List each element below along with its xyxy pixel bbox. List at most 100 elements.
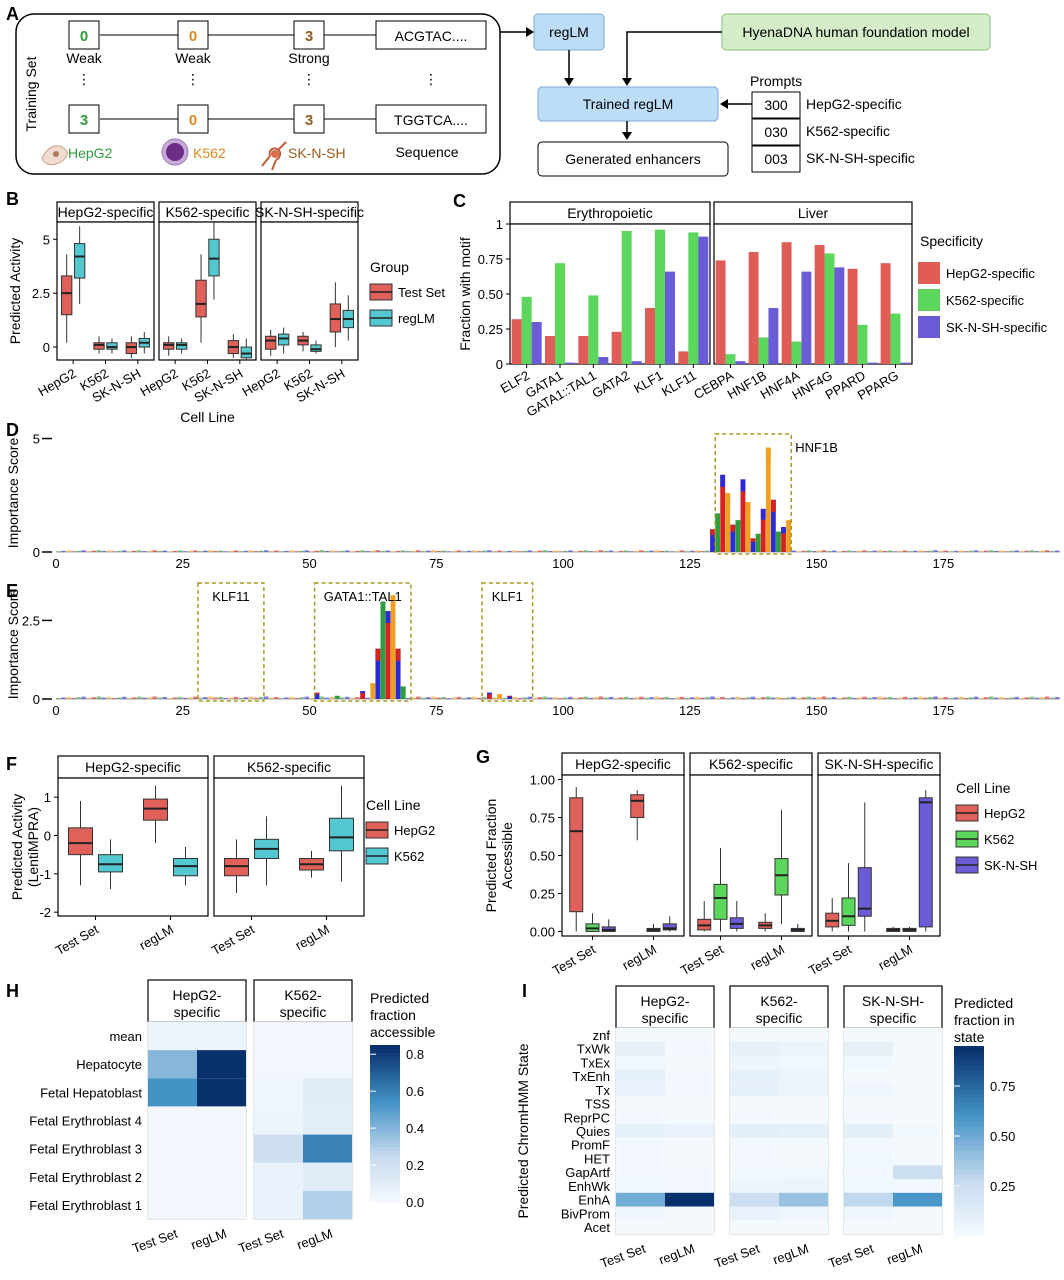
logo-letter-top [745,502,751,515]
logo-letter-top [334,695,340,697]
logo-noise [892,698,898,699]
logo-noise [887,550,893,552]
row-label: Tx [596,1083,611,1098]
logo-noise [791,550,796,552]
logo-noise [91,550,97,552]
heatmap-cell [616,1055,665,1070]
facet-label: K562-specific [247,759,331,775]
heatmap-cell [730,1082,779,1097]
ellipsis-1: ⋮ [77,71,91,87]
logo-noise [238,551,244,552]
logo-noise [649,550,654,552]
logo-noise [705,697,710,699]
x-tick-label: Test Set [209,921,258,958]
logo-noise [593,697,599,699]
legend-label: HepG2-specific [946,266,1035,281]
logo-noise [674,550,680,552]
box-body [774,858,789,896]
bottom-value-3: 3 [305,112,313,129]
trained-label: Trained regLM [583,96,674,112]
legend-swatch [918,289,940,311]
heatmap-cell [665,1055,714,1070]
y-axis-title: Predicted Activity [7,238,23,345]
logo-noise [410,697,416,699]
heatmap-cell [148,1190,197,1219]
heatmap-cell [303,1134,352,1163]
top-value-boxes: 0 Weak 0 Weak 3 Strong ACGTAC.... [66,20,487,66]
heatmap-cell [303,1106,352,1135]
logo-noise [659,550,664,552]
logo-noise [319,696,325,699]
row-label: TxEnh [572,1069,610,1084]
logo-noise [806,696,812,699]
legend-label: K562 [394,849,424,864]
heatmap-cell [779,1220,828,1234]
logo-noise [1024,697,1030,699]
logo-noise [674,697,680,699]
heatmap-cell [893,1206,942,1221]
logo-noise [1044,696,1050,699]
logo-noise [177,550,183,552]
legend-gradient-step [370,1119,400,1124]
top-value-3: 3 [305,28,313,45]
heatmap-cell [779,1179,828,1193]
bottom-value-boxes: 3 0 3 TGGTCA.... [68,104,487,134]
logo-noise [841,550,847,552]
heatmap-cell [616,1028,665,1042]
logo-noise [983,697,989,699]
x-tick-label: 175 [933,556,955,571]
logo-noise [116,550,122,552]
logo-noise [126,551,132,552]
logo-letter [710,529,715,552]
y-tick-label: 5 [33,432,40,447]
logo-noise [745,697,751,699]
logo-noise [502,551,507,552]
logo-letter [380,601,386,699]
logo-letter-top [385,611,391,623]
logo-letter-top [740,479,746,492]
x-tick-label: regLM [295,1226,335,1253]
logo-noise [157,697,162,699]
panel-letter-g: G [476,747,490,767]
logo-letter-top [786,520,791,529]
y-tick-label: 2.5 [22,613,40,628]
facet-frame [509,223,711,365]
y-tick-label: 0.50 [478,287,503,302]
y-tick-label: 0.25 [530,886,555,901]
generated-box [537,141,729,177]
logo-noise [157,550,162,552]
training-set-frame [15,13,501,175]
logo-letter-top [776,531,781,537]
heatmap-cell [665,1110,714,1125]
logo-noise [385,550,391,552]
logo-noise [91,697,97,699]
logo-letter [385,611,391,699]
ellipsis-3: ⋮ [302,71,316,87]
logo-noise [172,697,178,699]
heatmap-cell [730,1206,779,1221]
heatmap-cell [148,1106,197,1135]
arrow-foundation-head [622,78,632,86]
top-label-3: Strong [288,50,329,66]
bar [688,232,699,364]
logo-letter-top [497,694,502,696]
logo-letter-top [487,692,492,695]
logo-noise [755,697,761,699]
logo-noise [126,697,132,699]
heatmap-cell [779,1192,828,1207]
logo-letter-top [380,601,386,614]
x-tick-label: 25 [176,703,190,718]
logo-letter-top [770,499,776,512]
logo-noise [121,550,127,552]
logo-noise [101,550,107,552]
logo-noise [623,696,629,699]
cell-label-hepg2: HepG2 [68,145,113,161]
legend-gradient-step [370,1060,400,1066]
logo-letter-top [750,538,756,542]
legend-tick-label: 0.8 [406,1047,424,1062]
arrow-prompts-head [720,99,728,109]
logo-noise [208,550,213,552]
logo-noise [867,551,872,552]
logo-noise [887,696,893,699]
logo-noise [689,697,695,699]
